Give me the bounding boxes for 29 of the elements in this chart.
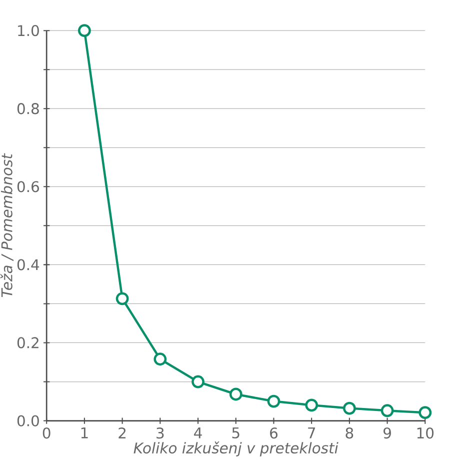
y-tick-label: 1.0 xyxy=(18,25,39,36)
point xyxy=(267,394,280,408)
y-axis-title: Teža / Pomembnost xyxy=(0,153,14,298)
point xyxy=(78,24,91,38)
x-tick-label: 10 xyxy=(417,427,434,439)
x-tick-label: 5 xyxy=(232,427,240,438)
point xyxy=(305,398,318,412)
point xyxy=(154,352,166,366)
y-tick-label: 0.2 xyxy=(17,337,38,348)
y-tick-label: 0.6 xyxy=(17,181,39,192)
x-tick-label: 3 xyxy=(156,427,164,439)
x-tick-label: 7 xyxy=(308,427,315,438)
x-tick-label: 8 xyxy=(346,427,353,439)
x-tick-label: 1 xyxy=(81,427,88,438)
point xyxy=(229,388,242,401)
point xyxy=(418,406,432,420)
y-tick-label: 0.0 xyxy=(17,415,39,426)
x-tick-label: 9 xyxy=(383,427,391,439)
y-tick-label: 0.8 xyxy=(17,103,39,114)
x-axis-title: Koliko izkušenj v preteklosti xyxy=(134,442,338,456)
x-tick-label: 4 xyxy=(194,427,202,438)
point xyxy=(116,292,129,306)
point xyxy=(380,404,394,418)
x-tick-label: 2 xyxy=(118,427,126,438)
x-tick-label: 6 xyxy=(270,427,278,439)
x-tick-label: 0 xyxy=(42,427,50,439)
point xyxy=(191,375,204,388)
point xyxy=(342,402,356,415)
y-tick-label: 0.4 xyxy=(17,259,39,270)
